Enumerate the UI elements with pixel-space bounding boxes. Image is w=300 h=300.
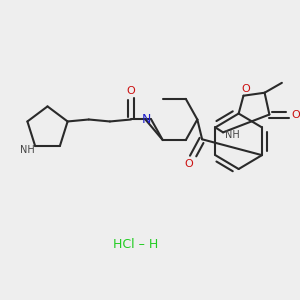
Text: NH: NH: [20, 145, 35, 155]
Text: O: O: [291, 110, 300, 119]
Text: O: O: [241, 84, 250, 94]
Text: NH: NH: [225, 130, 240, 140]
Text: N: N: [142, 113, 151, 126]
Text: O: O: [127, 86, 135, 96]
Text: HCl – H: HCl – H: [113, 238, 158, 250]
Text: O: O: [184, 159, 193, 169]
